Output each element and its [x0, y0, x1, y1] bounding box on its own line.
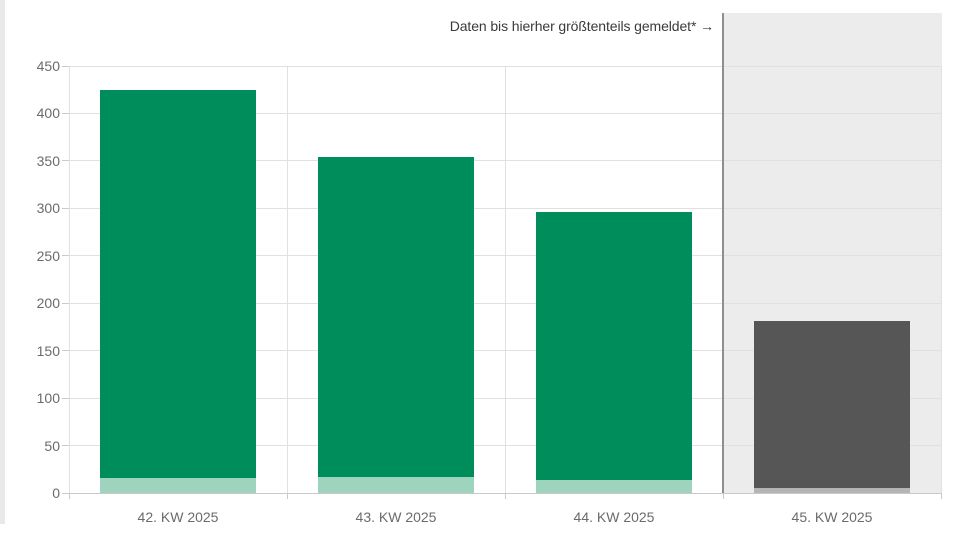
bar-segment-main — [536, 212, 692, 480]
x-axis-tick — [504, 493, 506, 499]
y-axis-label: 50 — [44, 437, 60, 454]
y-axis-label: 300 — [36, 200, 60, 217]
x-axis-label: 44. KW 2025 — [573, 509, 655, 525]
v-gridline — [286, 66, 288, 493]
bar-segment-base — [100, 477, 256, 493]
x-axis-label: 45. KW 2025 — [791, 509, 873, 525]
y-axis-tick — [62, 112, 69, 114]
cutoff-line — [722, 13, 724, 493]
y-axis-label: 0 — [52, 485, 60, 501]
y-axis-tick — [62, 397, 69, 399]
x-axis-label: 43. KW 2025 — [355, 509, 437, 525]
y-axis-label: 150 — [36, 342, 60, 359]
page-left-edge — [0, 0, 5, 524]
y-axis-label: 100 — [36, 390, 60, 407]
y-axis-label: 400 — [36, 105, 60, 122]
bar-segment-base — [536, 479, 692, 493]
y-axis-label: 250 — [36, 247, 60, 264]
x-axis-tick — [286, 493, 288, 499]
y-axis-tick — [62, 302, 69, 304]
x-axis-tick — [68, 493, 70, 499]
y-axis-tick — [62, 492, 69, 494]
y-axis-tick — [62, 445, 69, 447]
chart-annotation: Daten bis hierher größtenteils gemeldet*… — [449, 18, 714, 34]
v-gridline — [68, 66, 70, 493]
y-axis-tick — [62, 160, 69, 162]
y-axis-label: 350 — [36, 152, 60, 169]
v-gridline — [504, 66, 506, 493]
y-axis-tick — [62, 350, 69, 352]
x-axis-label: 42. KW 2025 — [137, 509, 219, 525]
y-axis-tick — [62, 207, 69, 209]
bar-segment-base — [754, 488, 910, 493]
bar-segment-main — [318, 157, 474, 477]
y-axis-tick — [62, 65, 69, 67]
x-axis-tick — [940, 493, 942, 499]
bar-segment-main — [754, 321, 910, 489]
x-axis-tick — [722, 493, 724, 499]
bar-segment-base — [318, 476, 474, 493]
x-axis-line — [69, 492, 941, 494]
bar-segment-main — [100, 89, 256, 478]
y-axis-tick — [62, 255, 69, 257]
y-axis-label: 200 — [36, 295, 60, 312]
y-axis-label: 450 — [36, 58, 60, 74]
v-gridline — [940, 66, 942, 493]
